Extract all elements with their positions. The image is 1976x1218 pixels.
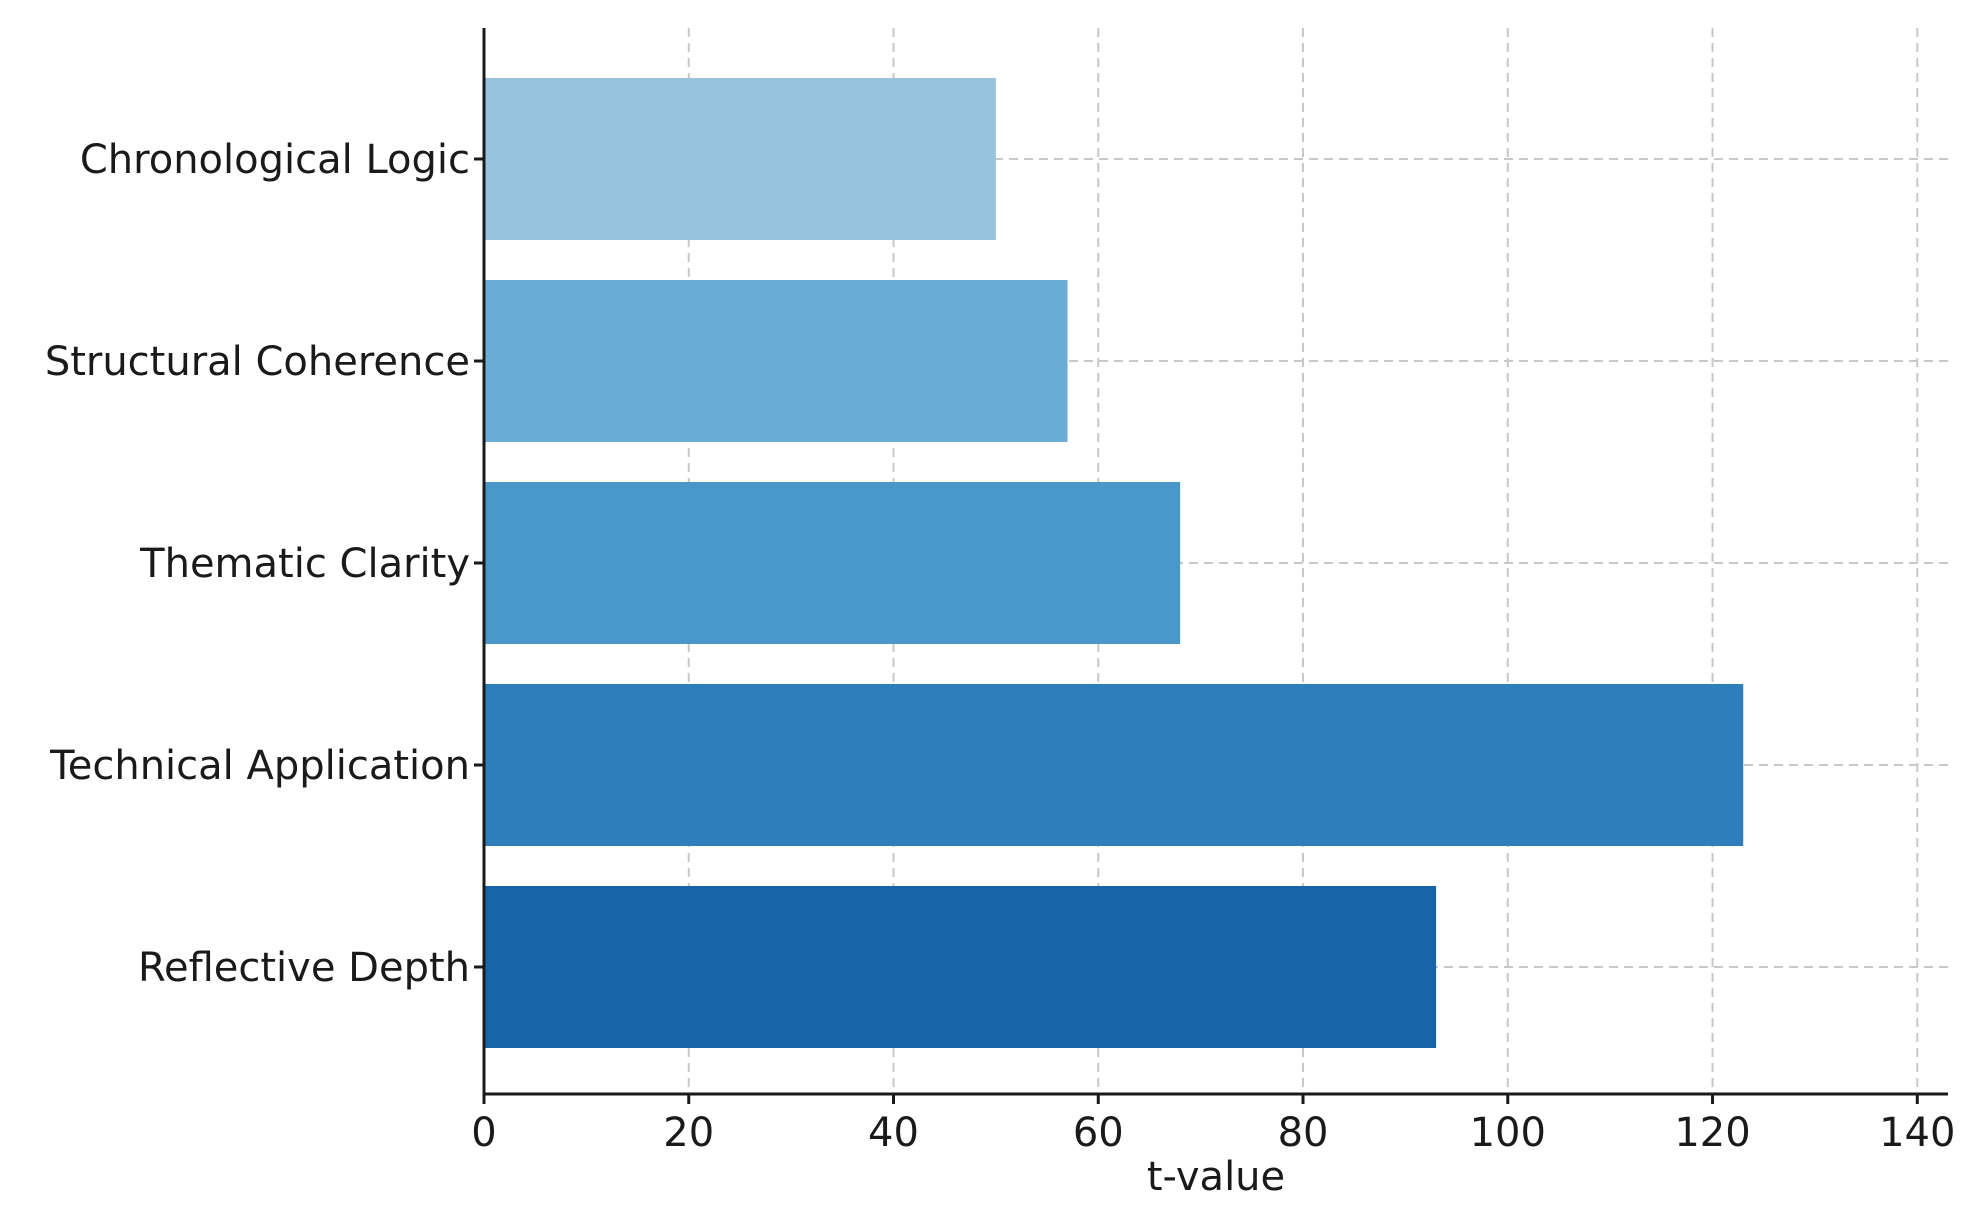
x-tick-label: 40 <box>868 1110 919 1156</box>
label-layer: 0 20 40 60 80 100 120 140 Chronological Logic Str… <box>45 137 1956 1156</box>
category-label: Technical Application <box>49 743 470 789</box>
bar <box>484 684 1744 846</box>
bar <box>484 886 1437 1048</box>
bar <box>484 78 996 240</box>
category-label: Chronological Logic <box>80 137 470 183</box>
bar-layer <box>484 78 1744 1048</box>
x-tick-label: 140 <box>1879 1110 1955 1156</box>
category-label: Reflective Depth <box>138 945 470 991</box>
x-tick-label: 0 <box>471 1110 496 1156</box>
axis-layer <box>474 28 1948 1104</box>
x-tick-label: 100 <box>1470 1110 1546 1156</box>
x-tick-label: 60 <box>1073 1110 1124 1156</box>
x-tick-label: 80 <box>1278 1110 1329 1156</box>
category-label: Structural Coherence <box>45 339 470 385</box>
x-tick-label: 20 <box>663 1110 714 1156</box>
bar <box>484 280 1068 442</box>
category-label: Thematic Clarity <box>139 541 470 587</box>
bar <box>484 482 1181 644</box>
x-axis-title: t-value <box>1147 1154 1285 1200</box>
x-tick-label: 120 <box>1674 1110 1750 1156</box>
